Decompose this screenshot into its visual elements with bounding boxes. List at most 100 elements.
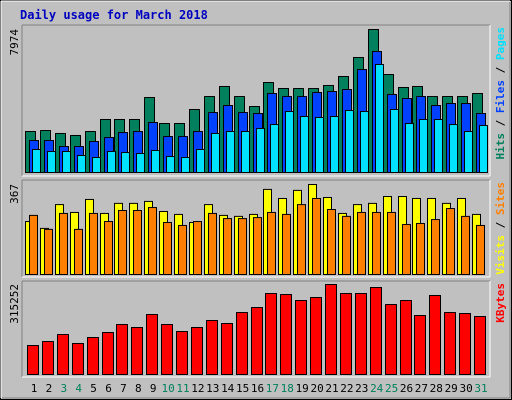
bar [370,287,382,376]
bar [104,221,113,275]
bar [300,115,309,173]
x-tick-label: 5 [90,382,97,395]
x-tick-label: 20 [310,382,323,395]
bar [434,119,443,173]
x-tick-label: 9 [150,382,157,395]
bar [446,208,455,275]
x-tick-label: 10 [161,382,174,395]
bar [416,222,425,275]
bar [136,153,145,173]
x-tick-label: 24 [370,382,384,395]
bar [357,211,366,276]
bar [102,332,114,376]
bar [161,324,173,375]
bar [340,292,352,375]
bar [107,151,116,173]
bar [297,204,306,275]
bar [27,345,39,376]
legend-entry: Visits [494,235,507,275]
x-tick-label: 28 [430,382,443,395]
x-tick-label: 18 [281,382,294,395]
bar [193,221,202,275]
bar [241,131,250,173]
bar [342,215,351,276]
bar [57,334,69,375]
bar [270,124,279,173]
legend-entry: Hits [494,133,507,160]
bar [163,222,172,275]
bar [196,149,205,174]
x-tick-label: 12 [191,382,204,395]
legend: KBytes [494,283,507,323]
x-tick-label: 17 [266,382,279,395]
bar [72,343,84,375]
x-tick-label: 15 [236,382,249,395]
bar [444,311,456,375]
bar [267,211,276,276]
x-tick-label: 1 [31,382,38,395]
bar [360,111,369,173]
bar [151,149,160,174]
bar [42,341,54,376]
bar [375,64,384,173]
bar [431,219,440,275]
bar [116,324,128,375]
bar [285,111,294,173]
bar [238,218,247,275]
legend-separator: / [494,215,507,235]
x-tick-label: 21 [325,382,338,395]
y-tick-label: 367 [8,184,21,204]
bar [345,110,354,173]
bar [89,212,98,276]
bar [385,304,397,375]
bar [390,109,399,173]
y-tick-label: 7974 [8,29,21,56]
x-tick-label: 31 [474,382,487,395]
x-tick-label: 8 [135,382,142,395]
bar [461,215,470,276]
bar [131,326,143,375]
bar [133,209,142,275]
bar [47,151,56,173]
bar [474,315,486,375]
bar [166,156,175,173]
legend-entry: Sites [494,182,507,215]
legend-entry: KBytes [494,283,507,323]
bar [414,314,426,376]
bar [121,152,130,174]
bar [400,300,412,376]
x-tick-label: 22 [340,382,353,395]
x-tick-label: 23 [355,382,368,395]
bar [402,223,411,275]
legend: Hits / Files / Pages [494,27,507,160]
bar [74,228,83,275]
bar [327,209,336,275]
bar [181,157,190,174]
bar [256,128,265,174]
bar [419,119,428,173]
x-tick-label: 27 [415,382,428,395]
bar [295,300,307,376]
bar [87,337,99,375]
bar [206,320,218,376]
legend-entry: Pages [494,27,507,60]
bar [315,116,324,173]
bar [325,284,337,375]
bar [178,224,187,275]
bar [280,294,292,375]
bar [476,224,485,275]
bar [223,218,232,275]
legend-entry: Files [494,80,507,113]
y-tick-label: 315252 [8,284,21,324]
x-tick-label: 19 [296,382,309,395]
x-tick-label: 26 [400,382,413,395]
bar [146,314,158,375]
bar [77,154,86,174]
bar [236,311,248,375]
bar [387,211,396,276]
x-tick-label: 25 [385,382,398,395]
x-tick-label: 2 [46,382,53,395]
bar [251,306,263,375]
bar [310,297,322,376]
